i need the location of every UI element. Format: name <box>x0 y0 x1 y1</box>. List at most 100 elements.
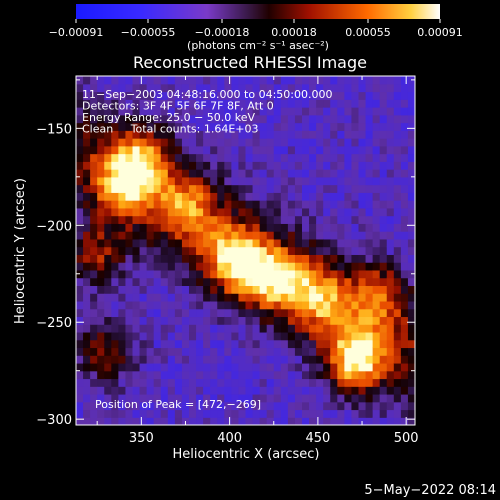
heatmap-cell <box>181 83 190 93</box>
heatmap-cell <box>273 308 282 318</box>
heatmap-cell <box>309 192 317 201</box>
heatmap-cell <box>280 417 289 425</box>
heatmap-cell <box>174 246 183 255</box>
heatmap-cell <box>309 285 317 294</box>
heatmap-cell <box>181 386 190 395</box>
heatmap-cell <box>174 417 183 425</box>
heatmap-cell <box>196 122 204 131</box>
heatmap-cell <box>400 138 409 147</box>
heatmap-cell <box>104 300 112 310</box>
heatmap-cell <box>104 200 112 209</box>
heatmap-cell <box>167 362 176 372</box>
heatmap-cell <box>160 114 169 124</box>
heatmap-cell <box>337 145 345 155</box>
heatmap-cell <box>231 215 240 224</box>
heatmap-cell <box>196 254 204 263</box>
heatmap-cell <box>125 339 134 349</box>
heatmap-cell <box>139 91 148 100</box>
heatmap-cell <box>393 362 402 372</box>
heatmap-cell <box>90 393 98 403</box>
heatmap-cell <box>323 215 331 224</box>
heatmap-cell <box>351 362 360 372</box>
heatmap-cell <box>280 138 289 147</box>
heatmap-cell <box>330 107 338 116</box>
heatmap-cell <box>139 378 148 387</box>
heatmap-cell <box>97 99 105 108</box>
heatmap-cell <box>365 339 374 349</box>
heatmap-cell <box>231 393 240 403</box>
heatmap-cell <box>351 145 360 155</box>
heatmap-cell <box>97 285 105 294</box>
heatmap-cell <box>302 417 310 425</box>
heatmap-cell <box>111 145 119 155</box>
heatmap-cell <box>146 417 155 425</box>
heatmap-cell <box>252 316 261 325</box>
heatmap-cell <box>386 308 395 318</box>
heatmap-cell <box>358 83 367 93</box>
heatmap-cell <box>266 347 275 356</box>
heatmap-cell <box>245 200 254 209</box>
heatmap-cell <box>146 231 155 240</box>
heatmap-cell <box>252 223 261 232</box>
heatmap-cell <box>174 293 183 302</box>
heatmap-cell <box>337 370 345 380</box>
heatmap-cell <box>83 83 91 93</box>
heatmap-cell <box>245 184 254 193</box>
heatmap-cell <box>393 378 402 387</box>
heatmap-cell <box>146 386 155 395</box>
heatmap-cell <box>330 184 338 193</box>
heatmap-cell <box>294 269 303 279</box>
heatmap-cell <box>344 223 353 232</box>
heatmap-cell <box>238 269 247 279</box>
heatmap-cell <box>83 254 91 263</box>
heatmap-cell <box>379 138 388 147</box>
heatmap-cell <box>97 300 105 310</box>
heatmap-cell <box>294 107 303 116</box>
heatmap-cell <box>344 393 353 403</box>
heatmap-cell <box>104 254 112 263</box>
heatmap-cell <box>287 401 296 411</box>
heatmap-cell <box>189 145 197 155</box>
heatmap-cell <box>231 300 240 310</box>
heatmap-cell <box>294 223 303 232</box>
heatmap-cell <box>189 223 197 232</box>
heatmap-cell <box>196 130 204 139</box>
x-tick-label: 400 <box>217 431 242 446</box>
heatmap-cell <box>174 231 183 240</box>
heatmap-cell <box>125 300 134 310</box>
heatmap-cell <box>358 99 367 108</box>
heatmap-cell <box>104 331 112 341</box>
heatmap-cell <box>302 339 310 349</box>
heatmap-cell <box>181 308 190 318</box>
heatmap-cell <box>344 99 353 108</box>
heatmap-cell <box>358 114 367 124</box>
heatmap-cell <box>118 246 127 255</box>
heatmap-cell <box>252 355 261 364</box>
heatmap-cell <box>167 145 176 155</box>
heatmap-cell <box>302 130 310 139</box>
heatmap-cell <box>139 99 148 108</box>
heatmap-cell <box>111 370 119 380</box>
heatmap-cell <box>132 386 141 395</box>
heatmap-cell <box>139 362 148 372</box>
heatmap-cell <box>146 277 155 286</box>
heatmap-cell <box>273 331 282 341</box>
heatmap-cell <box>266 215 275 224</box>
heatmap-cell <box>139 138 148 147</box>
heatmap-cell <box>280 370 289 380</box>
heatmap-cell <box>252 324 261 333</box>
heatmap-cell <box>266 107 275 116</box>
heatmap-cell <box>97 417 105 425</box>
heatmap-cell <box>407 238 415 248</box>
heatmap-cell <box>386 176 395 186</box>
heatmap-cell <box>83 386 91 395</box>
heatmap-cell <box>266 269 275 279</box>
heatmap-cell <box>379 161 388 170</box>
heatmap-cell <box>372 316 381 325</box>
heatmap-cell <box>302 316 310 325</box>
heatmap-cell <box>400 184 409 193</box>
heatmap-cell <box>210 386 218 395</box>
heatmap-cell <box>280 378 289 387</box>
heatmap-cell <box>386 223 395 232</box>
heatmap-cell <box>407 122 415 131</box>
